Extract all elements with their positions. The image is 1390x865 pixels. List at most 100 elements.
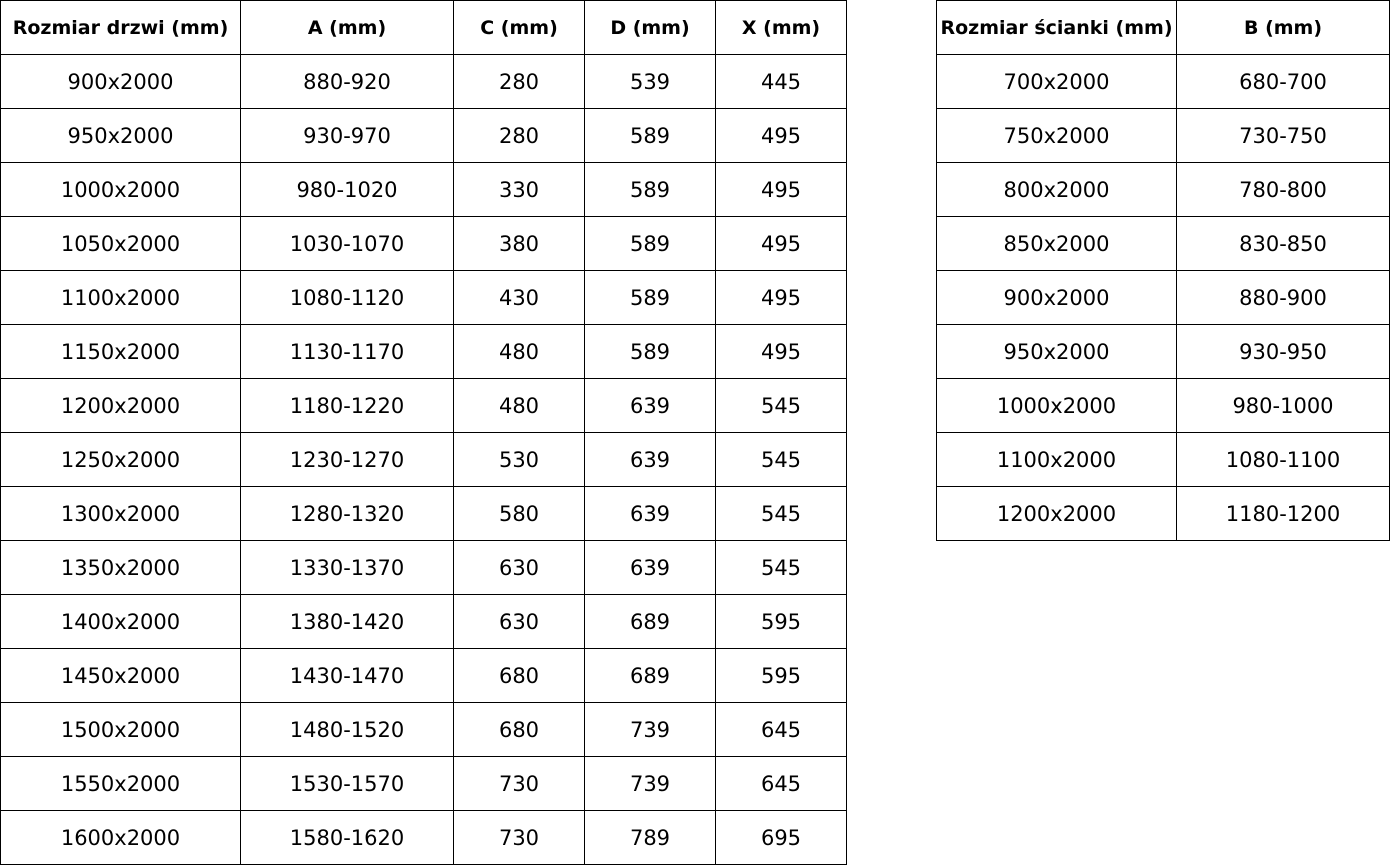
- table-row: 950x2000 930-970 280 589 495: [0, 108, 847, 163]
- table-cell: 789: [584, 810, 716, 865]
- table-row: 1100x2000 1080-1100: [936, 432, 1390, 487]
- table-cell: 1250x2000: [0, 432, 241, 487]
- table-cell: 1050x2000: [0, 216, 241, 271]
- table-cell: 730: [453, 810, 585, 865]
- table-cell: 689: [584, 594, 716, 649]
- table-row: 1500x2000 1480-1520 680 739 645: [0, 702, 847, 757]
- table-cell: 880-920: [240, 54, 454, 109]
- table-cell: 545: [715, 486, 847, 541]
- table-cell: 1580-1620: [240, 810, 454, 865]
- table-cell: 1180-1200: [1176, 486, 1390, 541]
- table-cell: 1100x2000: [936, 432, 1177, 487]
- table-cell: 1300x2000: [0, 486, 241, 541]
- table-cell: 830-850: [1176, 216, 1390, 271]
- table-row: 1350x2000 1330-1370 630 639 545: [0, 540, 847, 595]
- table-cell: 1230-1270: [240, 432, 454, 487]
- table-row: 700x2000 680-700: [936, 54, 1390, 109]
- table-cell: 589: [584, 216, 716, 271]
- table-cell: 1130-1170: [240, 324, 454, 379]
- table-cell: 950x2000: [0, 108, 241, 163]
- table-cell: 545: [715, 378, 847, 433]
- table-cell: 930-950: [1176, 324, 1390, 379]
- table-cell: 1450x2000: [0, 648, 241, 703]
- table-cell: 545: [715, 432, 847, 487]
- table-row: 1250x2000 1230-1270 530 639 545: [0, 432, 847, 487]
- table-row: 750x2000 730-750: [936, 108, 1390, 163]
- column-header: Rozmiar ścianki (mm): [936, 0, 1177, 55]
- table-cell: 880-900: [1176, 270, 1390, 325]
- table-row: 1300x2000 1280-1320 580 639 545: [0, 486, 847, 541]
- table-row: 800x2000 780-800: [936, 162, 1390, 217]
- table-cell: 589: [584, 108, 716, 163]
- table-row: 1050x2000 1030-1070 380 589 495: [0, 216, 847, 271]
- table-cell: 730: [453, 756, 585, 811]
- table-cell: 539: [584, 54, 716, 109]
- table-cell: 730-750: [1176, 108, 1390, 163]
- table-cell: 639: [584, 486, 716, 541]
- door-size-table: Rozmiar drzwi (mm) A (mm) C (mm) D (mm) X (m…: [0, 0, 847, 865]
- table-cell: 1400x2000: [0, 594, 241, 649]
- table-cell: 495: [715, 216, 847, 271]
- table-cell: 680-700: [1176, 54, 1390, 109]
- table-cell: 330: [453, 162, 585, 217]
- table-cell: 900x2000: [936, 270, 1177, 325]
- table-cell: 780-800: [1176, 162, 1390, 217]
- table-cell: 1430-1470: [240, 648, 454, 703]
- column-header: Rozmiar drzwi (mm): [0, 0, 241, 55]
- table-cell: 1550x2000: [0, 756, 241, 811]
- table-cell: 850x2000: [936, 216, 1177, 271]
- table-row: 900x2000 880-920 280 539 445: [0, 54, 847, 109]
- table-cell: 739: [584, 756, 716, 811]
- table-row: 1450x2000 1430-1470 680 689 595: [0, 648, 847, 703]
- table-row: 1000x2000 980-1020 330 589 495: [0, 162, 847, 217]
- table-cell: 1080-1100: [1176, 432, 1390, 487]
- table-cell: 1200x2000: [0, 378, 241, 433]
- table-cell: 430: [453, 270, 585, 325]
- table-cell: 595: [715, 594, 847, 649]
- table-cell: 1330-1370: [240, 540, 454, 595]
- table-cell: 1200x2000: [936, 486, 1177, 541]
- table-cell: 1000x2000: [936, 378, 1177, 433]
- table-cell: 800x2000: [936, 162, 1177, 217]
- table-cell: 680: [453, 648, 585, 703]
- table-cell: 1030-1070: [240, 216, 454, 271]
- table-cell: 639: [584, 378, 716, 433]
- table-cell: 639: [584, 540, 716, 595]
- table-cell: 980-1020: [240, 162, 454, 217]
- table-row: 1200x2000 1180-1200: [936, 486, 1390, 541]
- table-cell: 445: [715, 54, 847, 109]
- table-row: 850x2000 830-850: [936, 216, 1390, 271]
- table-cell: 495: [715, 324, 847, 379]
- column-header: C (mm): [453, 0, 585, 55]
- table-cell: 1500x2000: [0, 702, 241, 757]
- table-cell: 630: [453, 594, 585, 649]
- table-cell: 1100x2000: [0, 270, 241, 325]
- table-cell: 545: [715, 540, 847, 595]
- table-cell: 589: [584, 270, 716, 325]
- table-cell: 630: [453, 540, 585, 595]
- column-header: B (mm): [1176, 0, 1390, 55]
- table-cell: 1000x2000: [0, 162, 241, 217]
- table-row: 1400x2000 1380-1420 630 689 595: [0, 594, 847, 649]
- table-cell: 1480-1520: [240, 702, 454, 757]
- table-cell: 1280-1320: [240, 486, 454, 541]
- table-cell: 680: [453, 702, 585, 757]
- table-cell: 589: [584, 162, 716, 217]
- table-cell: 495: [715, 108, 847, 163]
- table-cell: 1380-1420: [240, 594, 454, 649]
- table-row: 950x2000 930-950: [936, 324, 1390, 379]
- table-cell: 495: [715, 162, 847, 217]
- table-cell: 1350x2000: [0, 540, 241, 595]
- table-cell: 530: [453, 432, 585, 487]
- table-cell: 930-970: [240, 108, 454, 163]
- table-cell: 739: [584, 702, 716, 757]
- column-header: D (mm): [584, 0, 716, 55]
- wall-size-table: Rozmiar ścianki (mm) B (mm) 700x2000 680-7…: [936, 0, 1390, 541]
- table-cell: 1150x2000: [0, 324, 241, 379]
- table-cell: 1530-1570: [240, 756, 454, 811]
- table-cell: 900x2000: [0, 54, 241, 109]
- column-header: X (mm): [715, 0, 847, 55]
- table-cell: 645: [715, 756, 847, 811]
- table-cell: 645: [715, 702, 847, 757]
- table-cell: 495: [715, 270, 847, 325]
